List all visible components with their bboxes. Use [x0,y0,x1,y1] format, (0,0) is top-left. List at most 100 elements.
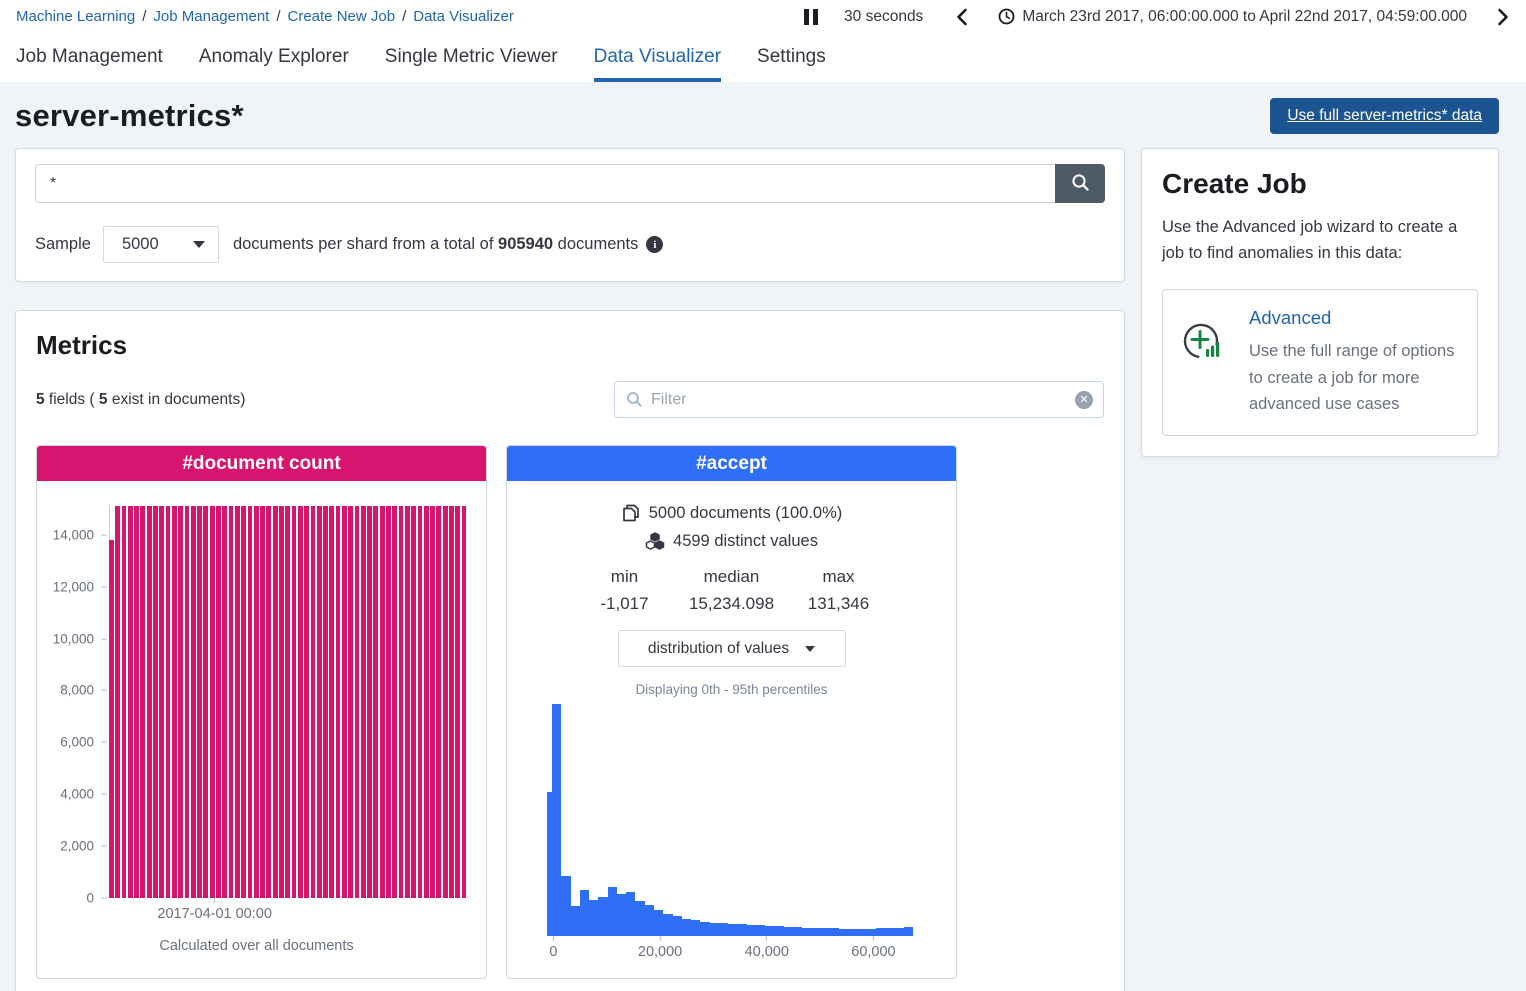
y-axis-tick: 12,000 [53,579,109,594]
document-count-bar [430,506,435,898]
breadcrumb-job-management[interactable]: Job Management [153,8,270,25]
advanced-job-card[interactable]: Advanced Use the full range of options t… [1162,288,1478,436]
fields-text-1: fields ( [44,390,99,408]
tab-job-management[interactable]: Job Management [16,46,163,67]
document-count-bar [449,506,454,898]
histogram-bar [774,926,784,936]
title-row: server-metrics* Use full server-metrics*… [15,98,1499,134]
time-range-control[interactable]: March 23rd 2017, 06:00:00.000 to April 2… [998,8,1467,26]
histogram-bar [904,927,914,936]
clock-icon [998,8,1015,25]
breadcrumb-create-new-job[interactable]: Create New Job [287,8,396,25]
histogram-bar [876,928,886,936]
min-column: min -1,017 [571,567,678,614]
y-axis-tick: 0 [86,891,109,906]
document-count-bar [417,506,423,898]
document-count-bar [260,506,265,898]
tab-settings[interactable]: Settings [757,46,826,67]
search-button[interactable] [1055,164,1105,203]
document-count-bar [297,506,303,898]
document-count-bar [316,506,322,898]
histogram-bar [700,921,710,936]
metrics-sub-row: 5 fields ( 5 exist in documents) ✕ [36,381,1104,418]
refresh-interval[interactable]: 30 seconds [844,7,924,25]
document-count-bar [442,506,448,898]
document-count-bar [146,506,152,898]
document-count-bar [266,506,272,898]
document-count-bar [190,506,196,898]
distribution-select-value: distribution of values [647,639,790,657]
document-count-bar [109,540,114,898]
document-count-bar [203,506,209,898]
document-count-bar [392,506,398,898]
advanced-link[interactable]: Advanced [1249,306,1332,328]
clear-filter-icon[interactable]: ✕ [1075,390,1093,409]
tick-mark [214,898,216,903]
distribution-select[interactable]: distribution of values [617,630,846,667]
document-count-bar [404,506,410,898]
search-panel: Sample 5000 documents per shard from a t… [15,148,1125,282]
filter-input[interactable] [651,390,1075,409]
histogram-bar [811,927,821,936]
use-full-data-button[interactable]: Use full server-metrics* data [1270,98,1499,134]
document-count-bar [291,506,297,898]
histogram-bar [570,905,580,936]
create-job-heading: Create Job [1162,168,1307,199]
tab-single-metric-viewer[interactable]: Single Metric Viewer [384,46,558,67]
accept-histogram-x-axis: 0 20,000 40,000 60,000 [547,936,914,966]
y-axis-tick: 14,000 [53,527,109,542]
document-count-bar [165,506,171,898]
breadcrumb-data-visualizer[interactable]: Data Visualizer [413,8,514,25]
search-input[interactable] [35,164,1055,203]
info-icon[interactable]: i [646,236,664,253]
document-count-chart-body: 0 2,000 4,000 6,000 8,000 10,000 12,000 14,000 … [37,481,486,978]
histogram-bar [839,928,849,936]
y-axis-tick: 8,000 [60,683,109,698]
y-axis-tick: 2,000 [60,839,109,854]
histogram-bar [765,925,775,936]
chevron-right-icon[interactable] [1497,8,1510,26]
max-label: max [822,567,855,586]
document-count-bar [222,506,228,898]
histogram-bar [607,887,617,936]
histogram-bar [672,916,682,936]
document-count-bar [253,506,259,898]
y-axis-tick: 10,000 [53,631,109,646]
document-count-x-axis: 2017-04-01 00:00 [109,898,466,924]
breadcrumb-machine-learning[interactable]: Machine Learning [16,8,136,25]
metrics-panel: Metrics 5 fields ( 5 exist in documents)… [15,310,1125,991]
y-axis-tick: 4,000 [60,787,109,802]
histogram-bar [547,792,553,936]
caret-down-icon [805,645,816,652]
search-icon [1071,173,1090,195]
document-count-bar [279,506,284,898]
document-count-bar [323,506,328,898]
chevron-left-icon[interactable] [955,8,968,26]
filter-search-icon [626,391,643,408]
histogram-bar [820,928,831,936]
document-count-bar [228,506,234,898]
histogram-bar [635,901,645,936]
document-count-bar [367,506,372,898]
fields-summary: 5 fields ( 5 exist in documents) [36,391,245,409]
document-count-bar [197,506,202,898]
cubes-icon [645,532,665,550]
document-count-bar [184,506,190,898]
histogram-bar [616,894,627,936]
histogram-bar [579,889,590,936]
histogram-bar [737,924,747,936]
sample-label: Sample [35,235,91,253]
histogram-bar [561,875,571,936]
histogram-x-tick: 20,000 [638,936,682,960]
fields-text-2: exist in documents) [107,390,246,408]
min-value: -1,017 [600,594,649,613]
histogram-x-tick: 40,000 [745,936,789,960]
min-label: min [610,567,639,586]
tab-data-visualizer[interactable]: Data Visualizer [593,33,722,82]
sample-description: documents per shard from a total of 9059… [233,235,638,254]
sample-size-select[interactable]: 5000 [102,226,219,263]
create-job-panel: Create Job Use the Advanced job wizard t… [1141,148,1499,457]
pause-icon[interactable] [804,8,819,25]
tab-anomaly-explorer[interactable]: Anomaly Explorer [198,46,349,67]
histogram-bar [654,910,664,936]
